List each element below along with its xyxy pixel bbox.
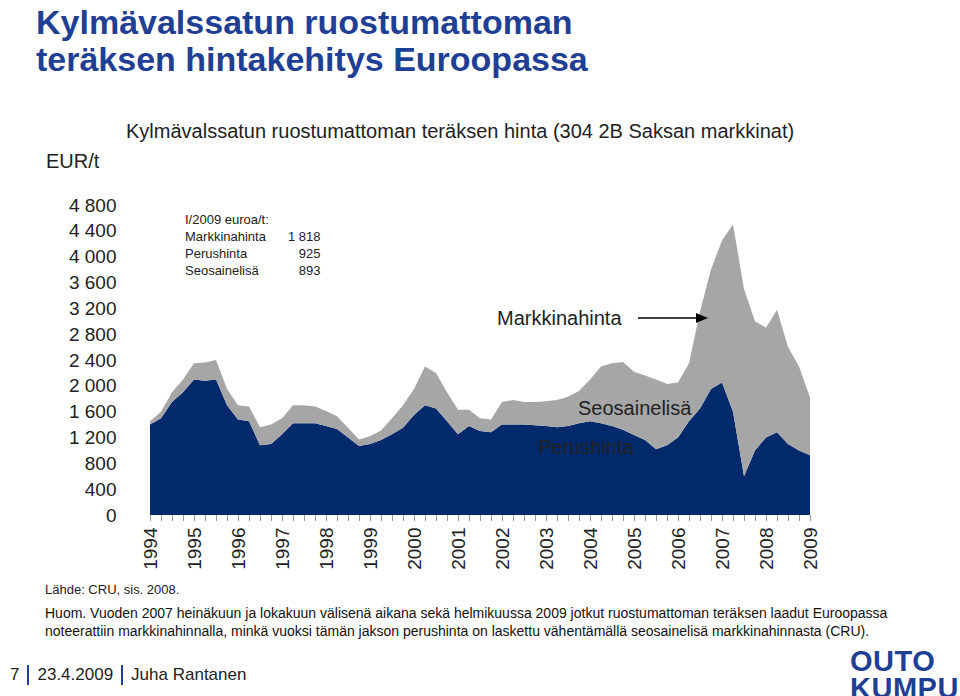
svg-text:2000: 2000 — [404, 528, 425, 570]
svg-text:3 200: 3 200 — [69, 298, 117, 319]
html-text:Perushinta: Perushinta — [185, 245, 248, 261]
html-text:Seosainelisä: Seosainelisä — [578, 397, 692, 419]
svg-text:400: 400 — [85, 479, 117, 500]
html-text:Markkinahinta: Markkinahinta — [497, 307, 622, 329]
html-text:Lähde: CRU, sis. 2008.: Lähde: CRU, sis. 2008. — [45, 582, 180, 597]
svg-text:2006: 2006 — [668, 528, 689, 570]
svg-text:800: 800 — [85, 453, 117, 474]
html-text:925: 925 — [298, 245, 321, 261]
svg-text:1999: 1999 — [360, 528, 381, 570]
html-text:Seosainelisä: Seosainelisä — [185, 262, 259, 278]
svg-text:2005: 2005 — [624, 528, 645, 570]
svg-text:2007: 2007 — [712, 528, 733, 570]
html-text:Huom. Vuoden 2007 heinäkuun ja: Huom. Vuoden 2007 heinäkuun ja lokakuun … — [45, 605, 888, 639]
html-text:1 818: 1 818 — [287, 228, 321, 244]
html-text:EUR/t: EUR/t — [46, 150, 100, 172]
html-text:I/2009 euroa/t:: I/2009 euroa/t: — [185, 212, 269, 227]
svg-text:1994: 1994 — [140, 527, 161, 570]
html-text:7: 7 — [10, 665, 20, 684]
html-text:893: 893 — [298, 262, 321, 278]
svg-text:1996: 1996 — [228, 528, 249, 570]
html-text:Perushinta: Perushinta — [538, 436, 634, 458]
html-text:Kylmävalssatun ruostumattoman: Kylmävalssatun ruostumattoman teräksen h… — [36, 3, 588, 78]
svg-text:4 000: 4 000 — [69, 246, 117, 267]
svg-text:4 400: 4 400 — [69, 220, 117, 241]
html-text:Juha Rantanen: Juha Rantanen — [131, 665, 247, 684]
svg-text:2002: 2002 — [492, 528, 513, 570]
svg-text:1 200: 1 200 — [69, 427, 117, 448]
html-text:23.4.2009: 23.4.2009 — [37, 665, 114, 684]
svg-text:3 600: 3 600 — [69, 272, 117, 293]
svg-text:1998: 1998 — [316, 528, 337, 570]
svg-text:2004: 2004 — [580, 527, 601, 570]
html-text:OUTO: OUTO — [850, 645, 936, 677]
svg-text:1995: 1995 — [184, 528, 205, 570]
html-text:Markkinahinta: Markkinahinta — [185, 228, 266, 244]
svg-text:2 400: 2 400 — [69, 350, 117, 371]
svg-text:1 600: 1 600 — [69, 401, 117, 422]
svg-text:2003: 2003 — [536, 528, 557, 570]
svg-text:2008: 2008 — [756, 528, 777, 570]
svg-text:2009: 2009 — [800, 528, 821, 570]
html-text:Kylmävalssatun ruostumattoman: Kylmävalssatun ruostumattoman teräksen h… — [126, 120, 795, 142]
svg-text:4 800: 4 800 — [69, 195, 117, 216]
svg-text:0: 0 — [106, 505, 117, 526]
svg-text:1997: 1997 — [272, 528, 293, 570]
svg-text:2001: 2001 — [448, 528, 469, 570]
svg-text:2 800: 2 800 — [69, 324, 117, 345]
svg-text:2 000: 2 000 — [69, 375, 117, 396]
